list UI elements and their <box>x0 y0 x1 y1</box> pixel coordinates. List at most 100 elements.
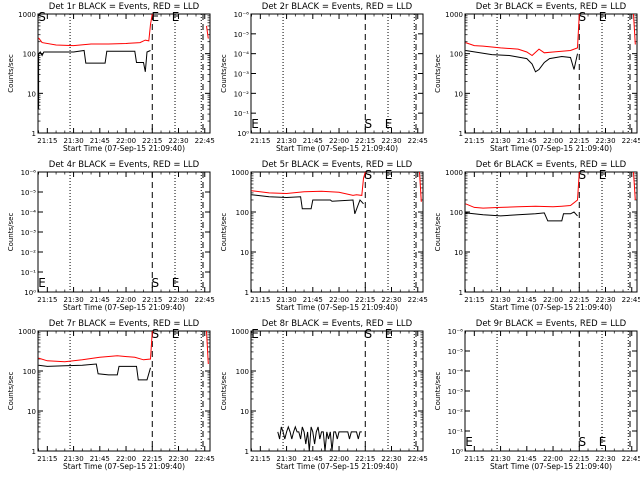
x-tick-label: 21:45 <box>517 455 537 463</box>
red-lld-series <box>419 171 422 202</box>
y-tick-label: 100 <box>450 209 463 217</box>
x-axis-label: Start Time (07-Sep-15 21:09:40) <box>276 144 398 153</box>
x-tick-label: 22:30 <box>381 296 401 304</box>
panel-det-8r: Det 8r BLACK = Events, RED = LLD Counts/s… <box>220 319 428 471</box>
black-events-series <box>465 211 578 222</box>
marker-e: E <box>599 168 607 182</box>
y-axis-label: Counts/sec <box>434 54 442 93</box>
panel-det-4r: Det 4r BLACK = Events, RED = LLD Counts/s… <box>7 160 215 312</box>
marker-e: E <box>251 327 259 341</box>
x-tick-label: 21:45 <box>303 296 323 304</box>
x-tick-label: 22:30 <box>595 296 615 304</box>
x-tick-label: 21:30 <box>63 137 83 145</box>
y-axis-label: Counts/sec <box>220 213 228 252</box>
marker-e: E <box>385 117 393 131</box>
x-tick-label: 21:15 <box>250 455 270 463</box>
panel-det-2r: Det 2r BLACK = Events, RED = LLD Counts/s… <box>220 2 428 153</box>
y-tick-label: 10 <box>27 408 36 416</box>
x-tick-label: 22:30 <box>168 296 188 304</box>
y-tick-label: 10⁻⁶ <box>21 169 37 177</box>
y-tick-label: 10⁻³ <box>234 71 250 79</box>
x-tick-label: 22:45 <box>622 137 640 145</box>
x-tick-label: 22:30 <box>595 137 615 145</box>
y-tick-label: 10⁻¹ <box>234 110 250 118</box>
x-tick-label: 22:15 <box>569 455 589 463</box>
panel-det-1r: Det 1r BLACK = Events, RED = LLD Counts/s… <box>7 2 215 153</box>
x-tick-label: 21:15 <box>464 296 484 304</box>
x-tick-label: 22:15 <box>569 296 589 304</box>
marker-e: E <box>151 10 159 24</box>
plot-frame <box>464 171 638 293</box>
marker-e: E <box>38 276 46 290</box>
y-axis-label: Counts/sec <box>7 54 15 93</box>
y-tick-label: 1 <box>32 130 36 138</box>
y-tick-label: 10 <box>27 90 36 98</box>
panel-det-6r: Det 6r BLACK = Events, RED = LLD Counts/s… <box>434 160 640 312</box>
plot-frame <box>464 330 638 452</box>
y-tick-label: 1 <box>245 289 249 297</box>
marker-e: E <box>465 435 473 449</box>
x-tick-label: 22:00 <box>329 137 349 145</box>
marker-e: E <box>385 327 393 341</box>
panel-title: Det 3r BLACK = Events, RED = LLD <box>476 2 627 12</box>
red-lld-series <box>206 25 209 39</box>
marker-s: S <box>151 276 159 290</box>
x-tick-label: 21:15 <box>37 137 57 145</box>
plot-frame <box>37 330 211 452</box>
panel-title: Det 8r BLACK = Events, RED = LLD <box>262 319 413 329</box>
y-tick-label: 10 <box>454 249 463 257</box>
plot-frame <box>464 13 638 134</box>
x-tick-label: 22:00 <box>543 296 563 304</box>
y-tick-label: 1 <box>459 289 463 297</box>
plot-frame <box>37 13 211 134</box>
marker-e: E <box>251 117 259 131</box>
x-tick-label: 22:15 <box>355 455 375 463</box>
x-tick-label: 21:30 <box>276 455 296 463</box>
y-tick-label: 10⁻² <box>448 408 464 416</box>
x-tick-label: 22:00 <box>116 296 136 304</box>
red-lld-series <box>206 330 209 365</box>
panel-title: Det 1r BLACK = Events, RED = LLD <box>49 2 200 12</box>
x-tick-label: 22:30 <box>381 455 401 463</box>
panel-title: Det 4r BLACK = Events, RED = LLD <box>49 160 200 170</box>
x-tick-label: 22:00 <box>116 455 136 463</box>
y-tick-label: 100 <box>23 51 36 59</box>
y-axis-label: Counts/sec <box>434 213 442 252</box>
x-tick-label: 21:45 <box>517 296 537 304</box>
marker-e: E <box>172 276 180 290</box>
y-tick-label: 10⁻² <box>234 90 250 98</box>
x-tick-label: 22:00 <box>329 455 349 463</box>
x-axis-label: Start Time (07-Sep-15 21:09:40) <box>63 303 185 312</box>
y-tick-label: 10⁰ <box>451 448 463 456</box>
red-lld-series <box>38 13 153 47</box>
plot-frame <box>37 171 211 293</box>
plot-frame <box>250 330 424 452</box>
red-lld-series <box>633 13 636 45</box>
y-tick-label: 10 <box>240 249 249 257</box>
y-tick-label: 100 <box>23 368 36 376</box>
x-tick-label: 21:30 <box>490 137 510 145</box>
x-tick-label: 21:30 <box>490 296 510 304</box>
x-tick-label: 21:45 <box>90 137 110 145</box>
y-tick-label: 10 <box>240 408 249 416</box>
x-tick-label: 21:15 <box>464 137 484 145</box>
panel-title: Det 7r BLACK = Events, RED = LLD <box>49 319 200 329</box>
x-tick-label: 21:30 <box>276 137 296 145</box>
x-tick-label: 22:30 <box>595 455 615 463</box>
x-axis-label: Start Time (07-Sep-15 21:09:40) <box>490 303 612 312</box>
x-tick-label: 22:30 <box>381 137 401 145</box>
y-axis-label: Counts/sec <box>7 372 15 411</box>
marker-s: S <box>38 10 46 24</box>
y-axis-label: Counts/sec <box>434 372 442 411</box>
x-axis-label: Start Time (07-Sep-15 21:09:40) <box>276 303 398 312</box>
x-tick-label: 22:15 <box>355 296 375 304</box>
x-tick-label: 22:15 <box>142 296 162 304</box>
x-tick-label: 22:00 <box>329 296 349 304</box>
y-tick-label: 10⁻³ <box>21 229 37 237</box>
red-lld-series <box>465 13 580 57</box>
y-tick-label: 10⁻⁵ <box>21 189 37 197</box>
panel-det-3r: Det 3r BLACK = Events, RED = LLD Counts/s… <box>434 2 640 153</box>
plot-frame <box>250 13 424 134</box>
y-tick-label: 1000 <box>445 11 463 19</box>
y-axis-label: Counts/sec <box>220 372 228 411</box>
